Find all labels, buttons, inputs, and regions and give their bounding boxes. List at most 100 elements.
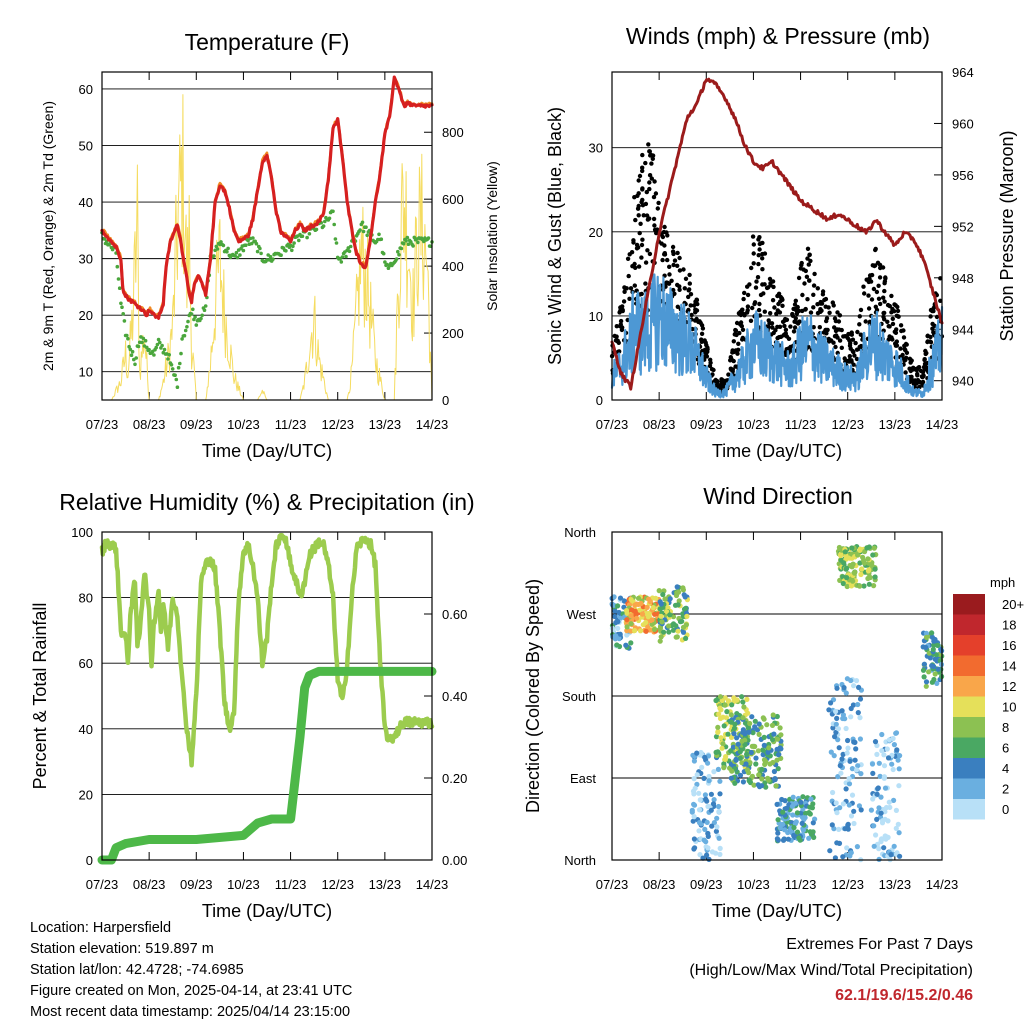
plot-frame <box>611 531 943 861</box>
gust-point <box>786 336 792 341</box>
direction-point <box>836 826 842 833</box>
gust-point <box>622 285 627 290</box>
direction-point <box>747 760 753 766</box>
gust-point <box>699 331 705 336</box>
direction-point <box>713 734 720 740</box>
direction-point <box>837 577 843 584</box>
direction-point <box>858 571 864 578</box>
dewpoint-point <box>199 316 203 321</box>
gust-point <box>762 251 768 256</box>
direction-point <box>893 807 900 814</box>
gust-point <box>697 319 702 324</box>
gust-point <box>911 381 916 386</box>
direction-point <box>851 808 857 814</box>
direction-point <box>896 766 902 772</box>
direction-point <box>715 724 721 731</box>
direction-point <box>739 760 745 766</box>
gust-point <box>811 283 817 288</box>
direction-point <box>764 722 770 728</box>
gust-point <box>790 313 796 318</box>
plot-frame <box>611 71 943 401</box>
legend-swatch <box>953 778 985 799</box>
gust-point <box>791 329 797 334</box>
direction-point <box>835 726 842 732</box>
direction-point <box>855 552 861 558</box>
gust-point <box>751 251 756 256</box>
direction-point <box>836 840 843 847</box>
dewpoint-point <box>405 235 410 240</box>
gust-point <box>769 321 775 326</box>
dewpoint-point <box>292 241 296 245</box>
direction-point <box>857 736 864 742</box>
chart-title: Winds (mph) & Pressure (mb) <box>626 23 930 49</box>
gust-point <box>693 299 698 304</box>
direction-point <box>759 776 765 782</box>
direction-point <box>734 735 740 741</box>
gust-point <box>801 267 806 272</box>
gust-point <box>881 295 886 300</box>
x-tick-label: 12/23 <box>831 417 864 432</box>
gust-point <box>775 293 780 299</box>
direction-point <box>775 830 781 836</box>
direction-point <box>849 545 855 551</box>
direction-point <box>855 763 861 769</box>
dewpoint-point <box>234 250 239 255</box>
direction-point <box>923 644 929 651</box>
direction-point <box>844 575 850 581</box>
gust-point <box>831 303 836 308</box>
direction-point <box>770 759 776 766</box>
y2-tick-label: 940 <box>952 374 974 389</box>
direction-point <box>770 712 776 718</box>
direction-point <box>635 595 642 601</box>
gust-point <box>923 362 928 367</box>
x-tick-label: 07/23 <box>86 877 119 892</box>
gust-point <box>881 314 886 320</box>
gust-point <box>901 328 906 333</box>
direction-point <box>759 783 765 789</box>
direction-point <box>865 575 871 582</box>
gust-point <box>922 357 927 362</box>
dewpoint-point <box>120 305 124 310</box>
direction-point <box>697 797 703 803</box>
direction-point <box>874 791 880 797</box>
direction-point <box>846 802 852 808</box>
direction-point <box>792 800 799 806</box>
gust-point <box>898 346 903 351</box>
y-tick-label: 20 <box>79 308 93 323</box>
gust-point <box>877 275 883 280</box>
direction-point <box>934 680 940 687</box>
gust-point <box>923 348 928 354</box>
direction-point <box>848 813 855 819</box>
gust-point <box>878 265 883 271</box>
gust-point <box>621 299 627 304</box>
direction-point <box>803 810 809 817</box>
gust-point <box>651 194 657 200</box>
direction-point <box>845 737 851 744</box>
direction-point <box>832 734 838 740</box>
legend-label: 18 <box>1002 618 1016 633</box>
direction-point <box>756 731 762 738</box>
direction-point <box>731 731 737 737</box>
direction-point <box>691 814 697 820</box>
gust-point <box>683 276 689 281</box>
direction-point <box>728 712 734 718</box>
direction-point <box>739 694 745 700</box>
station-elevation: Station elevation: 519.897 m <box>30 941 214 957</box>
dewpoint-point <box>241 248 246 253</box>
x-tick-label: 13/23 <box>369 417 402 432</box>
direction-point <box>808 796 814 802</box>
direction-point <box>624 617 630 623</box>
y-tick-label: 20 <box>79 787 93 802</box>
direction-point <box>799 820 805 827</box>
x-tick-label: 12/23 <box>321 877 354 892</box>
gust-point <box>636 203 641 209</box>
dewpoint-point <box>394 257 399 261</box>
gust-point <box>702 354 707 359</box>
gust-point <box>677 284 682 289</box>
station-location: Location: Harpersfield <box>30 920 172 936</box>
direction-point <box>692 785 698 791</box>
direction-point <box>749 743 755 749</box>
direction-point <box>708 791 715 797</box>
dewpoint-point <box>416 240 420 245</box>
gust-point <box>934 314 940 320</box>
